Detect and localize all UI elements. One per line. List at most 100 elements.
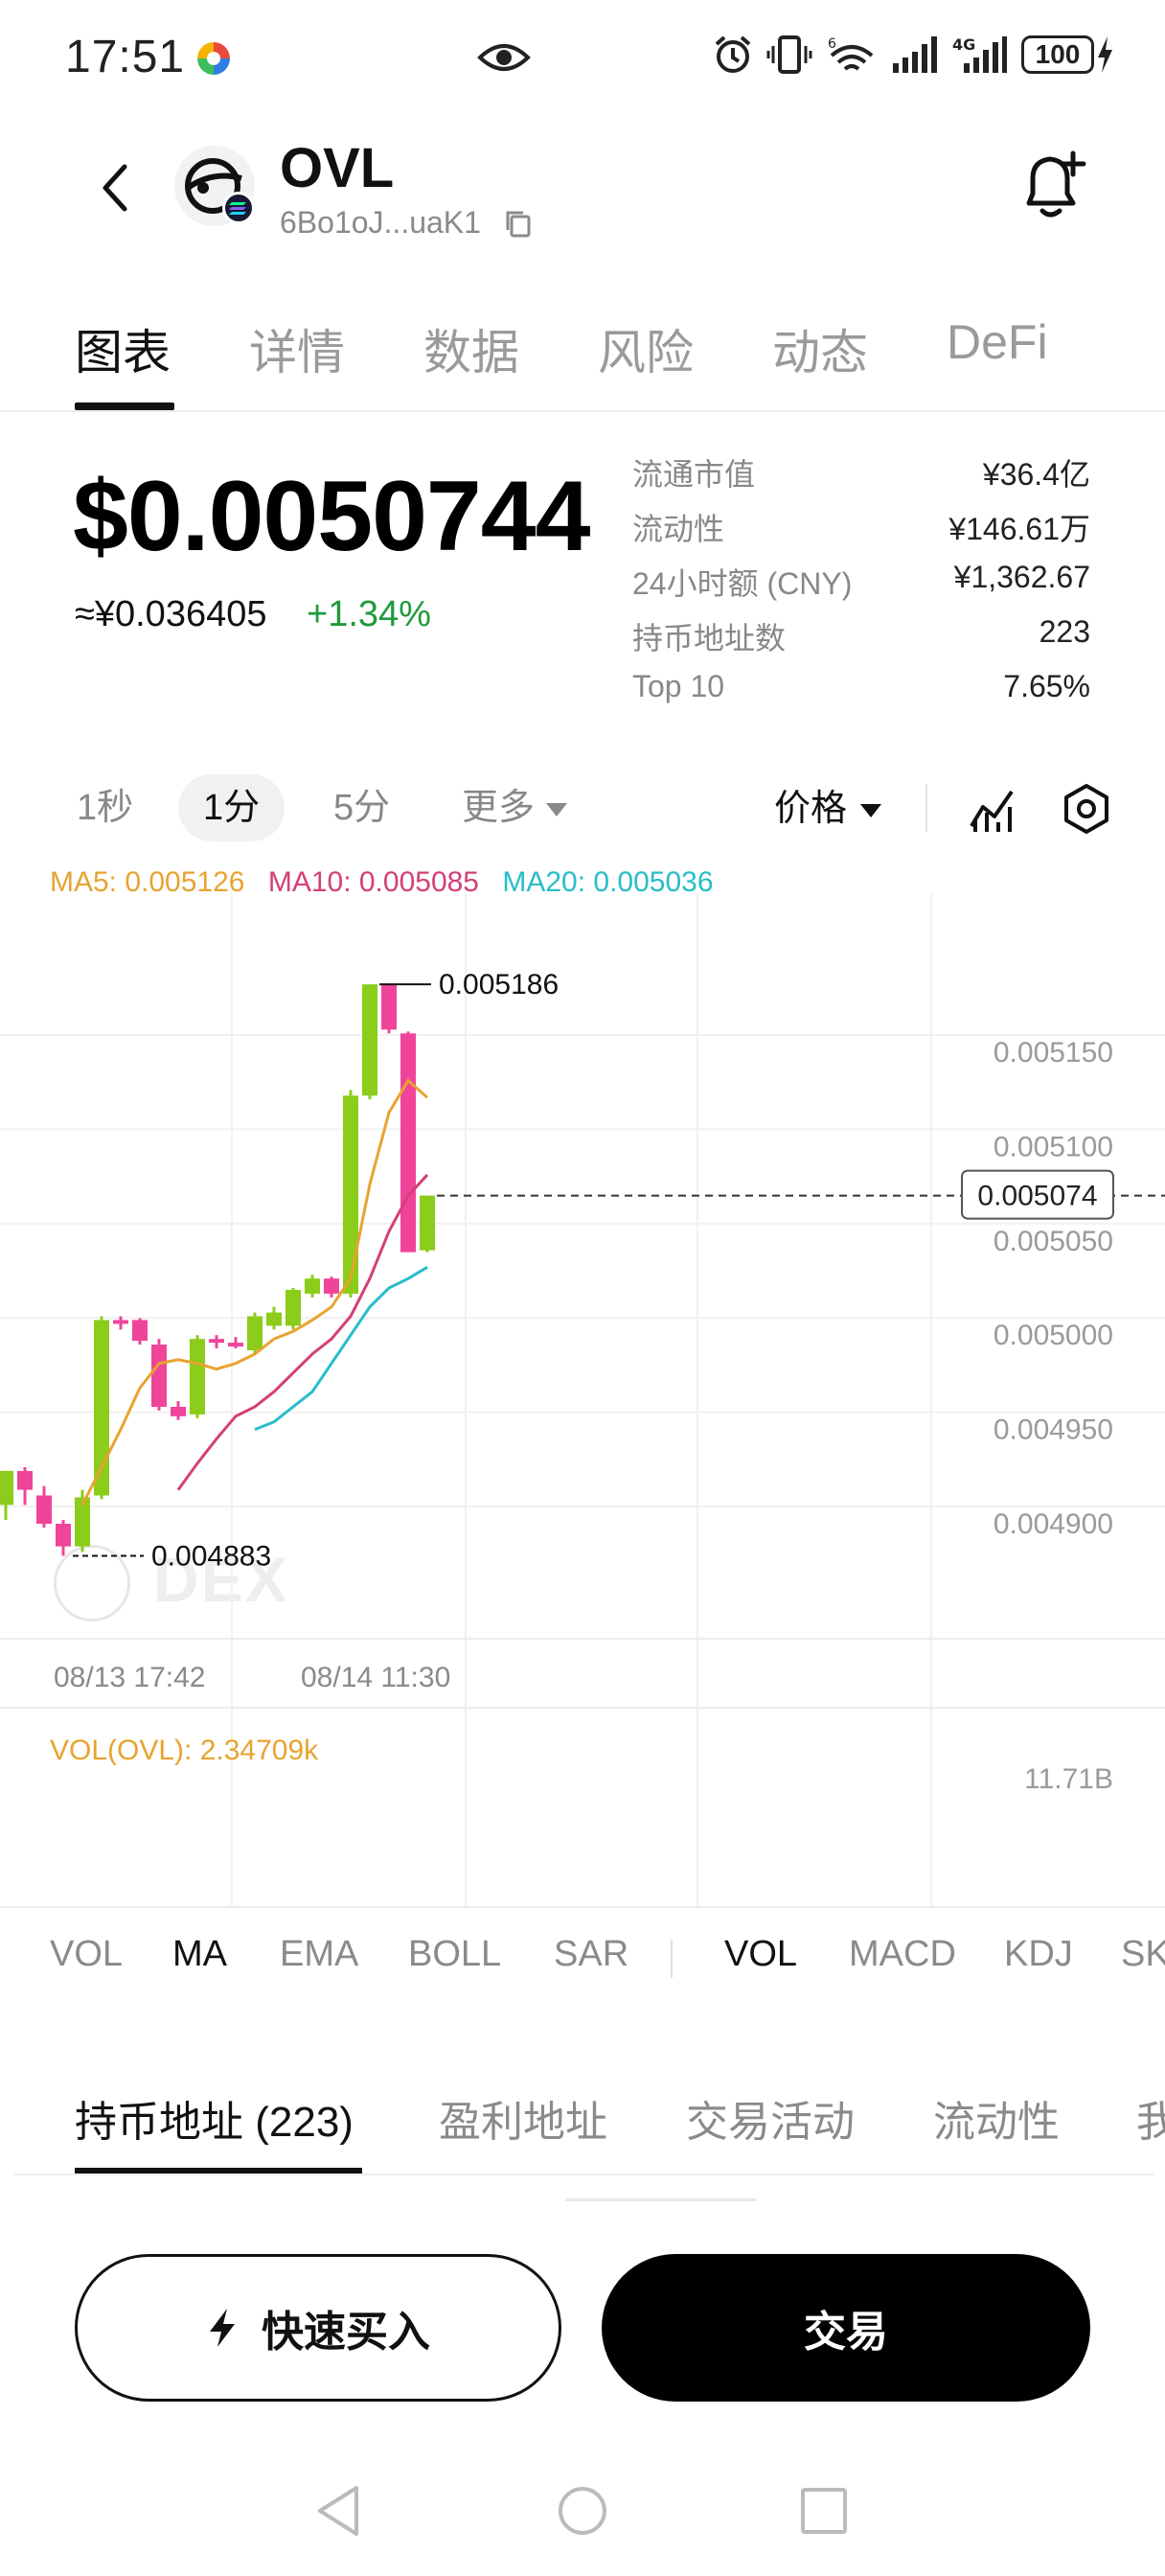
y-tick-label: 0.004950: [994, 1414, 1113, 1446]
back-button[interactable]: [92, 159, 140, 217]
ma5-legend: MA5: 0.005126: [50, 866, 245, 898]
system-nav-bar: [0, 2472, 1165, 2549]
current-price-box: [961, 1169, 1114, 1220]
tab-liquidity[interactable]: 流动性: [933, 2099, 1060, 2146]
chevron-down-icon: [546, 802, 568, 816]
nav-back-icon[interactable]: [314, 2484, 362, 2538]
tab-trade-activity[interactable]: 交易活动: [686, 2099, 855, 2146]
watermark-text: DEX: [153, 1544, 289, 1615]
divider: [13, 2174, 1154, 2175]
price-usd: $0.0050744: [73, 461, 590, 572]
tab-activity[interactable]: 动态: [772, 326, 868, 380]
caret-down-icon: [860, 803, 882, 817]
interval-more[interactable]: 更多: [462, 774, 568, 841]
indicator-chart-icon[interactable]: [966, 782, 1019, 836]
stat-value: ¥36.4亿: [982, 457, 1090, 492]
interval-5m[interactable]: 5分: [333, 788, 391, 828]
y-tick-label: 0.004900: [994, 1508, 1113, 1540]
indicator-vol-main[interactable]: VOL: [50, 1934, 124, 1974]
tab-data[interactable]: 数据: [423, 326, 519, 380]
ma20-line: [254, 1266, 428, 1431]
high-marker-label: 0.005186: [439, 969, 559, 1000]
volume-label: VOL(OVL): 2.34709k: [50, 1735, 319, 1766]
app-notification-icon: [197, 42, 230, 75]
candle-body: [324, 1278, 339, 1294]
svg-text:4G: 4G: [952, 35, 975, 54]
indicator-sar[interactable]: SAR: [554, 1934, 629, 1974]
watermark-logo-icon: [54, 1545, 130, 1622]
status-icons: 6 4G 100: [713, 34, 1115, 75]
price-mode-label: 价格: [774, 789, 848, 829]
ma10-legend: MA10: 0.005085: [267, 866, 479, 898]
candle-body: [171, 1406, 186, 1416]
interval-more-label: 更多: [462, 788, 536, 828]
copy-icon[interactable]: [504, 209, 533, 238]
trade-label: 交易: [804, 2309, 888, 2356]
stat-value: 7.65%: [1003, 669, 1090, 703]
candle-body: [381, 984, 397, 1030]
charging-icon: [1098, 36, 1112, 73]
candlestick-chart[interactable]: MA5: 0.005126 MA10: 0.005085 MA20: 0.005…: [0, 855, 1165, 1909]
stat-label: Top 10: [632, 669, 725, 703]
nav-recents-icon[interactable]: [799, 2484, 849, 2538]
x-tick-label: 08/13 17:42: [54, 1662, 205, 1693]
main-tabs: 图表 详情 数据 风险 动态 DeFi: [0, 305, 1165, 412]
interval-toolbar: 1秒 1分 5分 更多 价格: [0, 767, 1165, 843]
stat-label: 流通市值: [632, 457, 756, 492]
x-tick-label: 08/14 11:30: [301, 1662, 450, 1693]
wifi-icon: 6: [828, 36, 874, 71]
chart-settings-icon[interactable]: [1060, 782, 1113, 836]
interval-1m[interactable]: 1分: [178, 774, 286, 841]
ma-legend: MA5: 0.005126 MA10: 0.005085 MA20: 0.005…: [50, 866, 729, 899]
indicator-ma[interactable]: MA: [172, 1934, 227, 1974]
trade-button[interactable]: 交易: [602, 2254, 1090, 2402]
candle-body: [113, 1320, 128, 1324]
candle-body: [75, 1497, 90, 1547]
stat-row-liquidity: 流动性 ¥146.61万: [632, 505, 1090, 560]
candle-body: [362, 984, 377, 1096]
stat-label: 24小时额 (CNY): [632, 566, 853, 601]
token-stats: 流通市值 ¥36.4亿 流动性 ¥146.61万 24小时额 (CNY) ¥1,…: [632, 450, 1090, 724]
volume-max-label: 11.71B: [1024, 1763, 1113, 1795]
y-tick-label: 0.005050: [994, 1226, 1113, 1257]
stat-value: 223: [1039, 614, 1090, 649]
add-alert-bell-icon[interactable]: [1019, 148, 1088, 224]
price-mode-select[interactable]: 价格: [774, 782, 882, 836]
interval-1s[interactable]: 1秒: [77, 788, 134, 828]
eye-icon: [477, 44, 531, 71]
vibrate-icon: [766, 35, 812, 74]
ma20-legend: MA20: 0.005036: [502, 866, 714, 898]
indicator-vol-sub[interactable]: VOL: [724, 1934, 798, 1974]
active-tab-indicator: [75, 402, 174, 410]
tab-profit-addresses[interactable]: 盈利地址: [439, 2099, 607, 2146]
tab-defi[interactable]: DeFi: [947, 315, 1048, 369]
status-bar: 17:51 6 4G: [0, 0, 1165, 115]
stat-value: ¥146.61万: [948, 512, 1090, 546]
token-header: OVL 6Bo1oJ...uaK1: [0, 125, 1165, 259]
tab-risk[interactable]: 风险: [598, 326, 694, 380]
indicator-macd[interactable]: MACD: [849, 1934, 956, 1974]
alarm-icon: [715, 35, 751, 73]
lightning-icon: [210, 2309, 235, 2347]
candle-body: [151, 1345, 167, 1407]
candle-body: [36, 1495, 52, 1524]
candle-body: [0, 1470, 13, 1506]
quick-buy-button[interactable]: 快速买入: [75, 2254, 561, 2402]
candle-body: [286, 1289, 301, 1326]
drag-handle[interactable]: [565, 2198, 757, 2201]
tab-holders[interactable]: 持币地址 (223): [75, 2099, 354, 2146]
indicator-boll[interactable]: BOLL: [408, 1934, 502, 1974]
indicator-kdj[interactable]: KDJ: [1004, 1934, 1073, 1974]
indicator-divider: [671, 1940, 673, 1978]
current-price-label: 0.005074: [977, 1181, 1097, 1212]
battery-indicator: 100: [1021, 34, 1115, 75]
tab-details[interactable]: 详情: [249, 326, 345, 380]
indicator-sk[interactable]: SK: [1121, 1934, 1165, 1974]
tab-mine[interactable]: 我: [1136, 2099, 1165, 2146]
stat-row-holders: 持币地址数 223: [632, 614, 1090, 669]
indicator-ema[interactable]: EMA: [280, 1934, 359, 1974]
ma5-line: [80, 1078, 428, 1506]
nav-home-icon[interactable]: [558, 2484, 607, 2538]
candle-body: [266, 1312, 282, 1326]
tab-chart[interactable]: 图表: [75, 326, 171, 380]
